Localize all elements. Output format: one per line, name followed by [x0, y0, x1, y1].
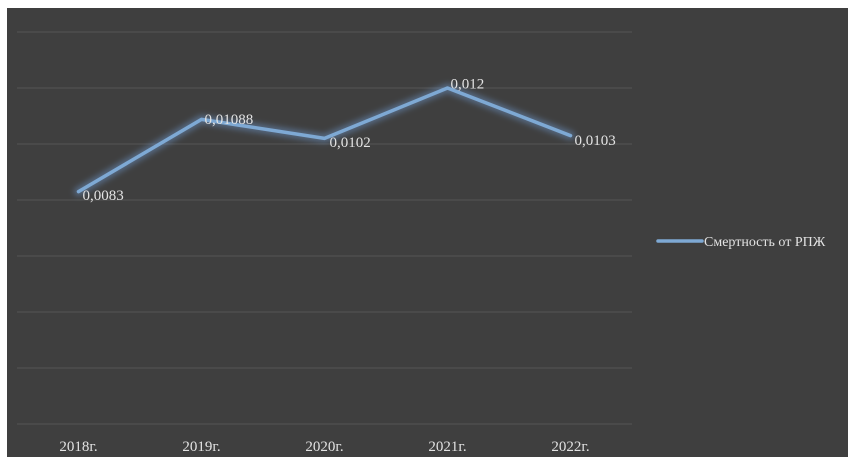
x-tick-label-0: 2018г.: [59, 439, 97, 455]
x-tick-label-4: 2022г.: [551, 439, 589, 455]
x-axis: 2018г. 2019г. 2020г. 2021г. 2022г.: [59, 439, 589, 455]
data-point-0: [77, 190, 80, 194]
data-label-3: 0,012: [451, 77, 485, 93]
data-label-1: 0,01088: [205, 112, 254, 128]
x-tick-label-3: 2021г.: [428, 439, 466, 455]
data-point-2: [323, 136, 326, 140]
x-tick-label-2: 2020г.: [305, 439, 343, 455]
data-point-1: [200, 117, 203, 121]
chart-area: 0,0083 0,01088 0,0102 0,012 0,0103 2018г. 201…: [7, 8, 848, 457]
legend: Смертность от РПЖ: [656, 235, 826, 250]
data-point-4: [569, 134, 572, 138]
data-labels: 0,0083 0,01088 0,0102 0,012 0,0103: [83, 77, 616, 205]
series-layer: [74, 83, 575, 197]
data-label-0: 0,0083: [83, 188, 124, 204]
x-tick-label-1: 2019г.: [182, 439, 220, 455]
legend-label: Смертность от РПЖ: [704, 235, 826, 250]
data-label-4: 0,0103: [575, 133, 616, 149]
data-label-2: 0,0102: [330, 135, 371, 151]
gridlines: [17, 31, 632, 425]
data-point-3: [446, 86, 449, 90]
